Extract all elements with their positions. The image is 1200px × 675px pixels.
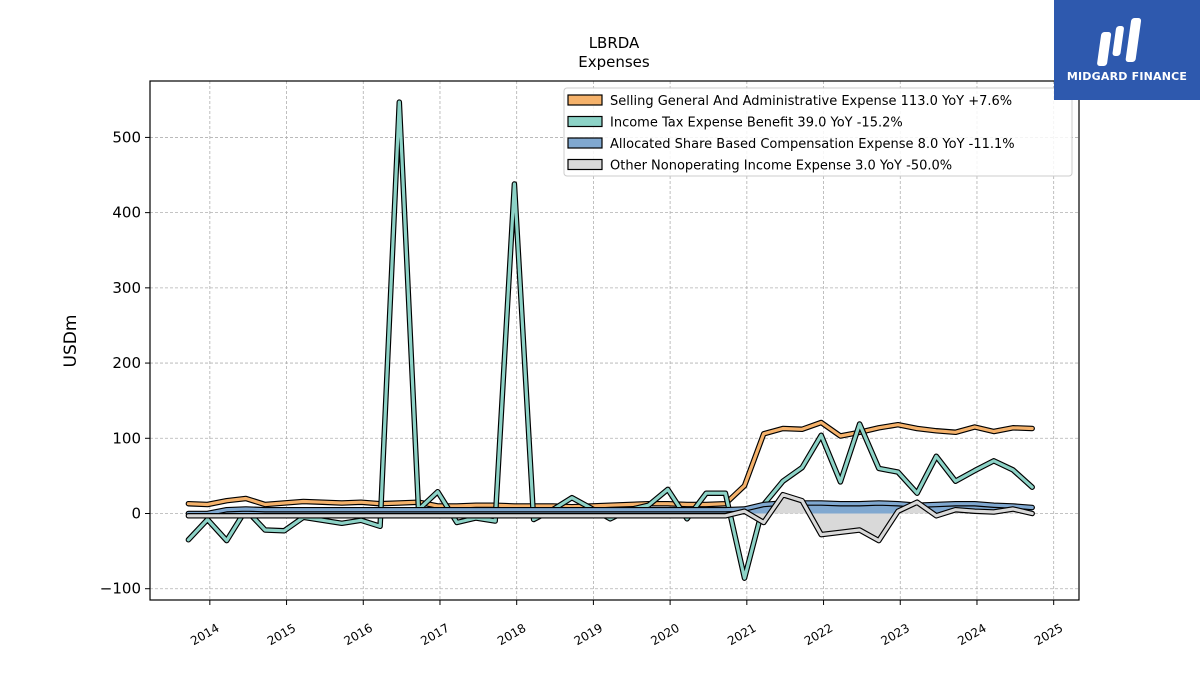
x-tick-label: 2020 [648,621,681,648]
y-tick-label: 300 [112,279,141,297]
legend-label: Other Nonoperating Income Expense 3.0 Yo… [610,159,952,174]
legend: Selling General And Administrative Expen… [563,87,1073,177]
midgard-logo-icon [1097,18,1142,66]
legend-swatch [567,115,603,128]
series-outline [185,419,1035,510]
chart-title: LBRDA [589,34,640,52]
legend-swatch [567,158,603,171]
chart-subtitle: Expenses [578,53,650,71]
x-tick-label: 2022 [802,621,835,648]
y-tick-label: 100 [112,429,141,447]
legend-box [563,87,1073,177]
series-line [186,493,1034,543]
y-tick-label: 200 [112,354,141,372]
series-lines [185,99,1035,581]
x-tick-label: 2016 [342,621,375,648]
legend-swatch [567,94,603,106]
series-line [186,100,1034,580]
x-tick-label: 2021 [725,621,758,648]
x-tick-label: 2023 [879,621,912,648]
x-tick-label: 2019 [572,621,605,648]
y-axis-label: USDm [61,315,81,368]
logo-text: MIDGARD FINANCE [1066,70,1188,83]
midgard-finance-logo: MIDGARD FINANCE [1054,0,1200,100]
legend-swatch [567,137,603,149]
x-tick-label: 2015 [265,621,298,648]
x-tick-label: 2017 [418,621,451,648]
series-line [186,420,1034,509]
plot-frame [149,80,1080,601]
y-tick-label: 0 [131,505,141,523]
legend-label: Allocated Share Based Compensation Expen… [610,137,1015,152]
y-tick-label: 500 [112,128,141,146]
legend-label: Selling General And Administrative Expen… [610,94,1012,109]
x-tick-label: 2024 [955,621,988,648]
legend-label: Income Tax Expense Benefit 39.0 YoY -15.… [610,116,903,131]
x-tick-label: 2014 [188,621,221,648]
y-tick-label: 400 [112,204,141,222]
series-line [186,501,1034,516]
x-tick-label: 2018 [495,621,528,648]
x-tick-label: 2025 [1032,621,1065,648]
y-tick-label: −100 [100,580,141,598]
axis-ticks: −100 0 100 200 300 400 500 2014 2015 2016 2017 2018… [100,128,1066,648]
